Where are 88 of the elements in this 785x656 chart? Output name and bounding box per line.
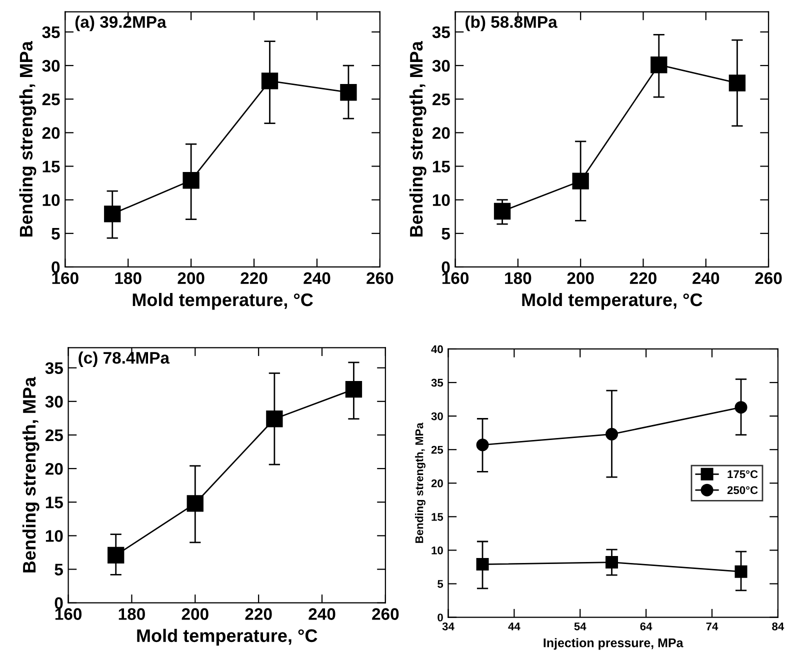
x-tick-label: 260 xyxy=(366,272,394,284)
x-tick-label: 220 xyxy=(630,272,656,284)
y-tick-label: 5 xyxy=(52,228,60,240)
chart-title: (a) 39.2MPa xyxy=(75,16,166,32)
point xyxy=(606,428,618,440)
y-tick-label: 25 xyxy=(431,446,444,454)
x-tick-label: 200 xyxy=(178,272,204,284)
y-tick-label: 0 xyxy=(442,261,450,274)
y-tick-label: 30 xyxy=(431,412,443,420)
x-tick-label: 260 xyxy=(372,608,399,620)
x-tick-label: 74 xyxy=(706,622,718,630)
x-tick-label: 220 xyxy=(240,272,268,284)
legend-label: 250°C xyxy=(727,486,758,494)
point xyxy=(476,558,489,571)
y-axis-title: Bending strength, MPa xyxy=(409,40,426,236)
y-axis-title: Bending strength, MPa xyxy=(22,376,40,572)
y-tick-label: 25 xyxy=(432,94,450,106)
point xyxy=(650,56,668,74)
y-tick-label: 0 xyxy=(54,597,63,610)
point xyxy=(108,546,124,564)
x-tick-label: 64 xyxy=(640,622,652,630)
y-tick-label: 35 xyxy=(432,26,450,38)
y-tick-label: 35 xyxy=(42,26,60,38)
point xyxy=(182,172,200,189)
point xyxy=(734,401,748,414)
x-axis-title: Mold temperature, °C xyxy=(137,628,318,646)
y-tick-label: 30 xyxy=(42,60,60,72)
y-tick-label: 15 xyxy=(432,160,450,172)
x-tick-label: 260 xyxy=(755,272,782,284)
point xyxy=(734,565,748,578)
point xyxy=(261,72,278,90)
y-tick-label: 40 xyxy=(431,345,443,354)
y-tick-label: 15 xyxy=(42,160,60,172)
x-tick-label: 34 xyxy=(442,622,454,630)
y-tick-label: 30 xyxy=(432,60,450,72)
y-tick-label: 10 xyxy=(46,530,63,542)
point xyxy=(606,556,618,569)
point xyxy=(266,410,283,428)
y-tick-label: 5 xyxy=(54,564,63,576)
x-tick-label: 200 xyxy=(567,272,594,284)
y-tick-label: 35 xyxy=(45,362,63,374)
x-tick-label: 200 xyxy=(182,608,208,620)
x-tick-label: 180 xyxy=(115,272,142,284)
y-tick-label: 20 xyxy=(42,127,60,139)
y-tick-label: 5 xyxy=(438,580,444,588)
point xyxy=(728,74,746,92)
point xyxy=(340,84,357,101)
y-axis-title: Bending strength, MPa xyxy=(19,40,36,236)
x-tick-label: 160 xyxy=(52,272,78,284)
y-tick-label: 0 xyxy=(438,614,443,622)
x-tick-label: 240 xyxy=(308,608,336,620)
x-tick-label: 160 xyxy=(442,272,469,284)
y-tick-label: 20 xyxy=(432,127,450,139)
y-tick-label: 10 xyxy=(432,546,443,554)
x-tick-label: 84 xyxy=(772,622,784,630)
y-tick-label: 25 xyxy=(42,94,60,106)
x-tick-label: 44 xyxy=(508,622,520,630)
chart-title: (b) 58.8MPa xyxy=(466,16,558,32)
x-tick-label: 220 xyxy=(245,608,272,620)
y-tick-label: 15 xyxy=(432,513,444,521)
y-tick-label: 0 xyxy=(52,261,60,274)
point xyxy=(186,495,204,512)
x-tick-label: 54 xyxy=(574,622,586,630)
point xyxy=(104,206,121,222)
y-tick-label: 20 xyxy=(45,462,63,475)
point xyxy=(572,172,589,190)
x-tick-label: 240 xyxy=(304,272,330,284)
x-tick-label: 160 xyxy=(55,608,82,620)
y-tick-label: 20 xyxy=(431,479,443,488)
x-tick-label: 180 xyxy=(118,608,145,620)
y-axis-title: Bending strength, MPa xyxy=(415,422,426,543)
point xyxy=(494,202,511,220)
point xyxy=(476,438,489,452)
point xyxy=(345,380,362,398)
legend-label: 175°C xyxy=(728,470,758,478)
x-tick-label: 240 xyxy=(692,272,720,284)
x-axis-title: Mold temperature, °C xyxy=(522,292,702,310)
x-tick-label: 180 xyxy=(505,272,532,284)
y-tick-label: 10 xyxy=(42,194,60,206)
y-tick-label: 30 xyxy=(45,396,63,408)
y-tick-label: 25 xyxy=(45,429,63,442)
x-axis-title: Mold temperature, °C xyxy=(132,292,313,310)
y-tick-label: 5 xyxy=(442,228,450,240)
y-tick-label: 35 xyxy=(431,378,444,387)
chart-title: (c) 78.4MPa xyxy=(78,352,170,368)
y-tick-label: 10 xyxy=(432,194,450,206)
y-tick-label: 15 xyxy=(46,496,63,508)
x-axis-title: Injection pressure, MPa xyxy=(544,638,684,650)
